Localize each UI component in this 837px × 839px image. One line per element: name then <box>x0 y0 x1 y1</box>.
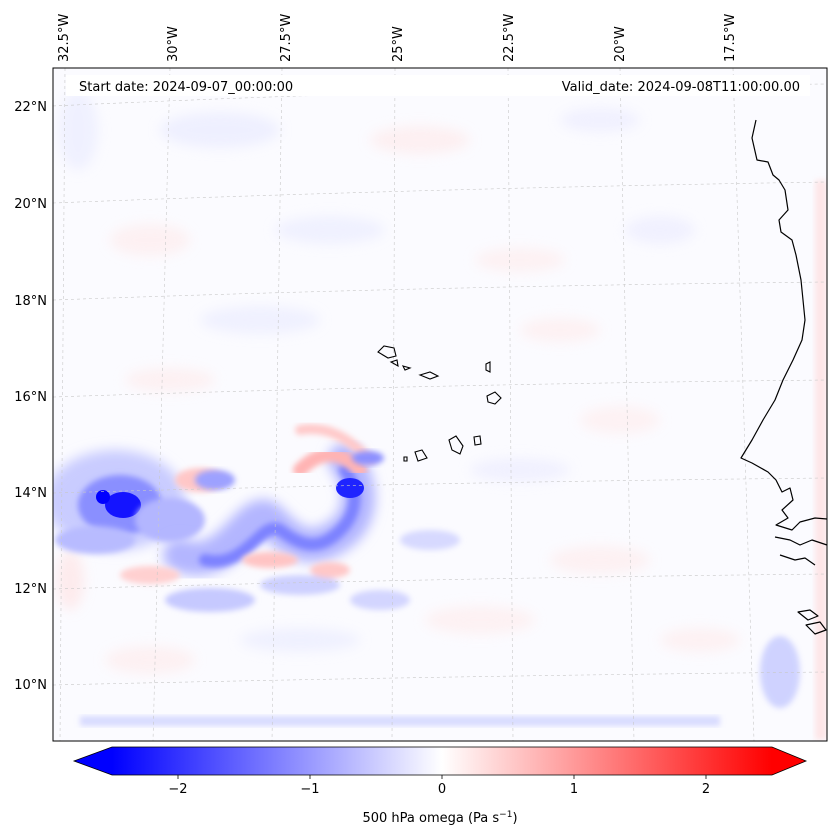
valid-date-label: Valid_date: 2024-09-08T11:00:00.00 <box>562 80 800 95</box>
lat-label: 18°N <box>14 294 47 309</box>
lat-label: 16°N <box>14 390 47 405</box>
colorbar-low-extend <box>74 747 112 775</box>
start-date-label: Start date: 2024-09-07_00:00:00 <box>79 80 293 95</box>
omega-field <box>53 90 827 740</box>
lon-label: 30°W <box>166 26 181 62</box>
gridlines <box>52 67 828 742</box>
bottom-band <box>80 716 720 726</box>
lon-label: 22.5°W <box>502 14 517 62</box>
map-panel: Start date: 2024-09-07_00:00:00 Valid_da… <box>14 14 828 742</box>
colorbar-high-extend <box>772 747 806 775</box>
coastline <box>740 119 828 635</box>
colorbar-tick-label: 2 <box>702 782 710 797</box>
longitude-labels: 32.5°W 30°W 27.5°W 25°W 22.5°W 20°W 17.5… <box>57 14 738 62</box>
colorbar-tick-label: 1 <box>570 782 578 797</box>
cape-verde-islands <box>377 345 502 462</box>
lat-label: 20°N <box>14 197 47 212</box>
lat-label: 12°N <box>14 582 47 597</box>
colorbar-tick-label: −1 <box>300 782 319 797</box>
lat-label: 14°N <box>14 486 47 501</box>
latitude-labels: 22°N 20°N 18°N 16°N 14°N 12°N 10°N <box>14 100 47 693</box>
colorbar-title: 500 hPa omega (Pa s−1) <box>362 810 517 826</box>
colorbar-title-text: 500 hPa omega (Pa s <box>362 811 499 826</box>
colorbar: −2 −1 0 1 2 500 hPa omega (Pa s−1) <box>72 746 808 826</box>
lon-label: 17.5°W <box>723 14 738 62</box>
lon-label: 20°W <box>613 26 628 62</box>
info-box <box>66 75 810 96</box>
southern-blobs <box>120 530 460 612</box>
lat-label: 10°N <box>14 678 47 693</box>
lon-label: 27.5°W <box>279 14 294 62</box>
background-noise <box>56 90 740 674</box>
colorbar-ticks: −2 −1 0 1 2 <box>168 775 710 797</box>
colorbar-gradient <box>112 747 772 775</box>
colorbar-outline <box>72 746 808 776</box>
lon-label: 25°W <box>391 26 406 62</box>
lat-label: 22°N <box>14 100 47 115</box>
colorbar-title-suffix: ) <box>512 811 517 826</box>
colorbar-tick-label: 0 <box>438 782 446 797</box>
colorbar-tick-label: −2 <box>168 782 187 797</box>
lon-label: 32.5°W <box>57 14 72 62</box>
convective-cluster-west <box>53 450 225 554</box>
colorbar-title-exponent: −1 <box>499 810 512 820</box>
map-frame <box>52 67 828 742</box>
